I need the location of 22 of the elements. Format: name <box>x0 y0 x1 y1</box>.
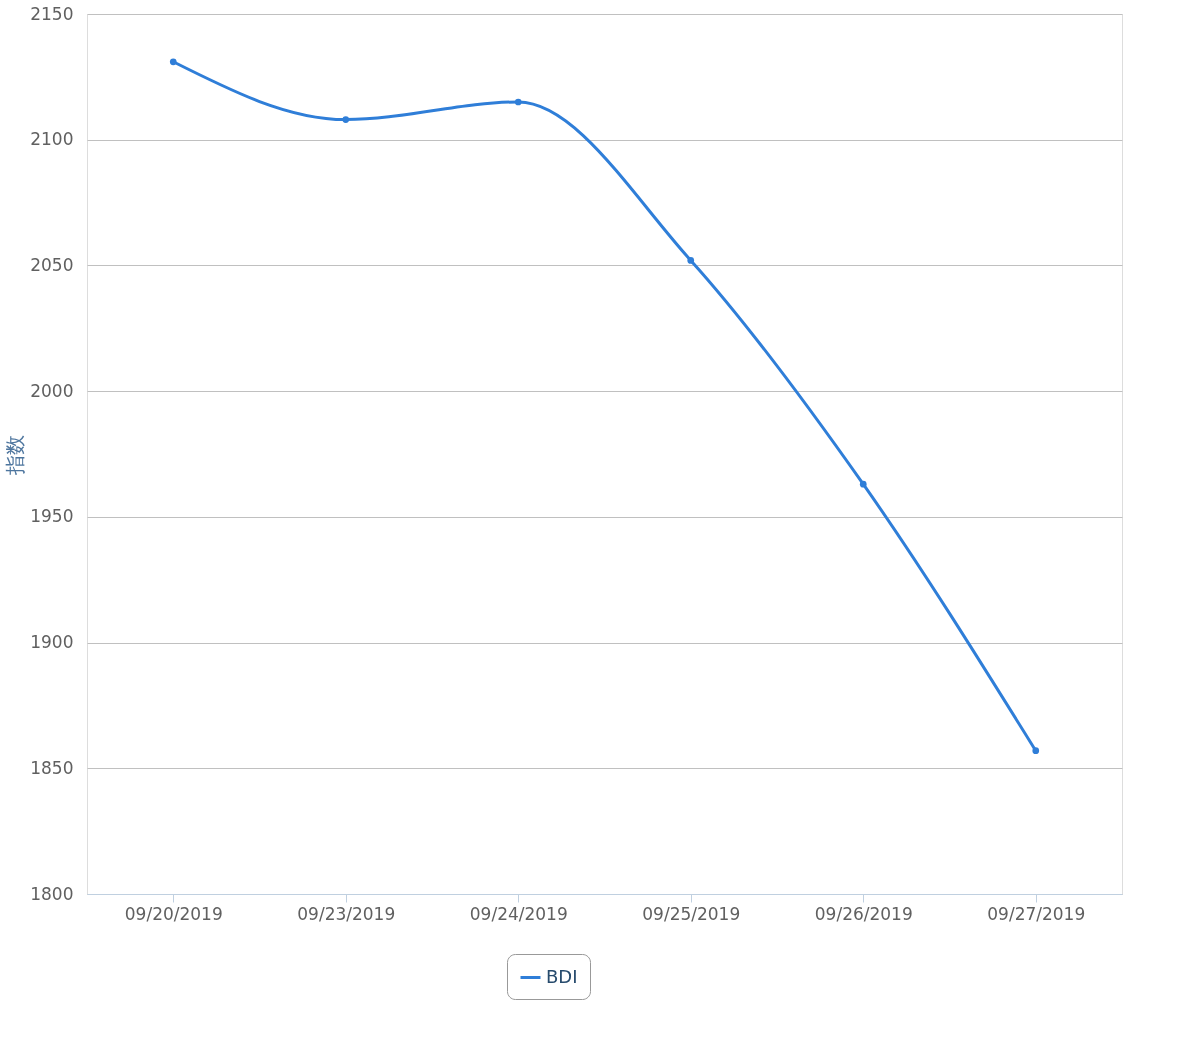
x-tick-label: 09/27/2019 <box>987 903 1086 924</box>
x-tick-label: 09/24/2019 <box>469 903 568 924</box>
y-axis-title: 指数 <box>3 434 28 476</box>
point <box>687 257 695 264</box>
x-tick-label: 09/23/2019 <box>297 903 396 924</box>
x-tick-label: 09/26/2019 <box>814 903 913 924</box>
y-tick-label: 2000 <box>30 380 74 401</box>
y-tick-label: 1850 <box>30 757 74 778</box>
y-tick-label: 2150 <box>30 3 74 24</box>
y-tick-label: 1950 <box>30 506 74 527</box>
point <box>859 480 867 488</box>
point <box>169 58 177 66</box>
y-tick-label: 1900 <box>30 632 74 653</box>
y-tick-label: 2100 <box>30 129 74 150</box>
point <box>342 116 350 123</box>
point <box>514 98 522 106</box>
x-tick-label: 09/20/2019 <box>124 903 223 924</box>
y-tick-label: 2050 <box>30 254 74 275</box>
point <box>1032 747 1040 755</box>
legend-label: BDI <box>546 965 578 987</box>
y-tick-label: 1800 <box>30 883 74 904</box>
x-tick-label: 09/25/2019 <box>642 903 741 924</box>
